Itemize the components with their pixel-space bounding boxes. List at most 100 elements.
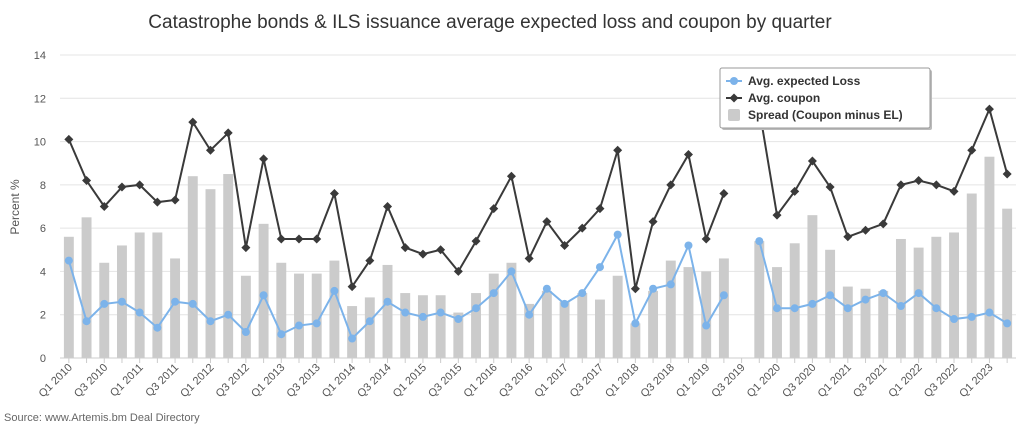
- marker: [152, 197, 162, 207]
- y-tick-label: 6: [40, 223, 46, 235]
- marker: [648, 217, 658, 227]
- marker: [755, 237, 764, 246]
- x-tick-label: Q3 2017: [568, 362, 606, 400]
- bar: [648, 290, 659, 358]
- x-tick-label: Q1 2021: [816, 362, 854, 400]
- marker: [277, 330, 286, 339]
- marker: [1003, 319, 1012, 328]
- marker: [595, 263, 604, 272]
- bar: [223, 174, 234, 358]
- bar: [825, 249, 836, 358]
- x-tick-label: Q1 2020: [745, 362, 783, 400]
- marker: [82, 176, 92, 186]
- x-tick-label: Q3 2021: [851, 362, 889, 400]
- bar: [329, 260, 340, 358]
- bar: [630, 323, 641, 358]
- marker: [595, 204, 605, 214]
- x-tick-label: Q3 2012: [214, 362, 252, 400]
- marker: [206, 317, 215, 326]
- bar: [311, 273, 322, 358]
- bar: [347, 306, 358, 358]
- marker: [719, 291, 728, 300]
- marker: [896, 180, 906, 190]
- legend-label: Spread (Coupon minus EL): [748, 108, 903, 122]
- bar: [807, 215, 818, 358]
- marker: [100, 299, 109, 308]
- marker: [224, 310, 233, 319]
- marker: [914, 289, 923, 298]
- x-tick-label: Q1 2011: [108, 362, 146, 400]
- bar: [81, 217, 92, 358]
- bar: [63, 236, 74, 358]
- marker: [577, 223, 587, 233]
- bar: [559, 301, 570, 358]
- marker: [542, 284, 551, 293]
- marker: [878, 219, 888, 229]
- marker: [790, 186, 800, 196]
- bar: [895, 238, 906, 358]
- y-tick-label: 0: [40, 353, 46, 365]
- marker: [861, 225, 871, 235]
- marker: [365, 256, 375, 266]
- marker: [117, 182, 127, 192]
- legend-swatch: [728, 109, 740, 121]
- marker: [613, 230, 622, 239]
- x-tick-label: Q1 2019: [674, 362, 712, 400]
- x-tick-label: Q1 2010: [37, 362, 75, 400]
- marker: [931, 180, 941, 190]
- y-tick-label: 14: [34, 50, 46, 62]
- legend-label: Avg. expected Loss: [748, 74, 861, 88]
- marker: [826, 291, 835, 300]
- x-tick-label: Q1 2015: [391, 362, 429, 400]
- marker: [99, 202, 109, 211]
- marker: [949, 186, 959, 196]
- marker: [790, 304, 799, 313]
- marker: [808, 299, 817, 308]
- marker: [525, 310, 534, 319]
- bar: [1002, 208, 1013, 358]
- marker: [259, 154, 269, 164]
- x-tick-label: Q3 2018: [639, 362, 677, 400]
- bar: [718, 258, 729, 358]
- x-tick-label: Q3 2016: [497, 362, 535, 400]
- marker: [454, 315, 463, 324]
- marker: [241, 328, 250, 337]
- marker: [985, 308, 994, 317]
- legend-box: [719, 67, 931, 129]
- marker: [843, 232, 853, 242]
- x-tick-label: Q3 2019: [709, 362, 747, 400]
- bar: [913, 247, 924, 358]
- legend: Avg. expected Loss Avg. coupon Spread (Cou…: [719, 67, 932, 130]
- source: Source: www.Artemis.bm Deal Directory: [4, 412, 200, 424]
- legend-label: Avg. coupon: [748, 91, 820, 105]
- bar: [595, 299, 605, 358]
- bar: [294, 273, 304, 358]
- x-tick-label: Q3 2014: [355, 362, 393, 400]
- marker: [896, 302, 905, 311]
- marker: [170, 195, 180, 205]
- x-tick-label: Q1 2022: [886, 362, 924, 400]
- bar: [789, 243, 800, 358]
- marker: [967, 145, 977, 155]
- marker: [330, 286, 339, 295]
- marker: [471, 236, 481, 246]
- x-tick-label: Q3 2010: [72, 362, 110, 400]
- marker: [64, 256, 73, 265]
- marker: [950, 315, 959, 324]
- bar: [665, 260, 676, 358]
- marker: [701, 234, 711, 244]
- marker: [472, 304, 481, 313]
- x-tick-label: Q3 2015: [426, 362, 464, 400]
- bar: [453, 312, 464, 358]
- bar: [258, 223, 269, 358]
- bar: [134, 232, 145, 358]
- bar: [417, 295, 428, 358]
- marker: [312, 234, 322, 244]
- marker: [171, 297, 180, 306]
- marker: [205, 145, 215, 155]
- marker: [418, 249, 428, 259]
- y-tick-label: 4: [40, 266, 46, 278]
- marker: [223, 128, 233, 138]
- bar: [524, 303, 535, 358]
- x-tick-label: Q3 2020: [780, 362, 818, 400]
